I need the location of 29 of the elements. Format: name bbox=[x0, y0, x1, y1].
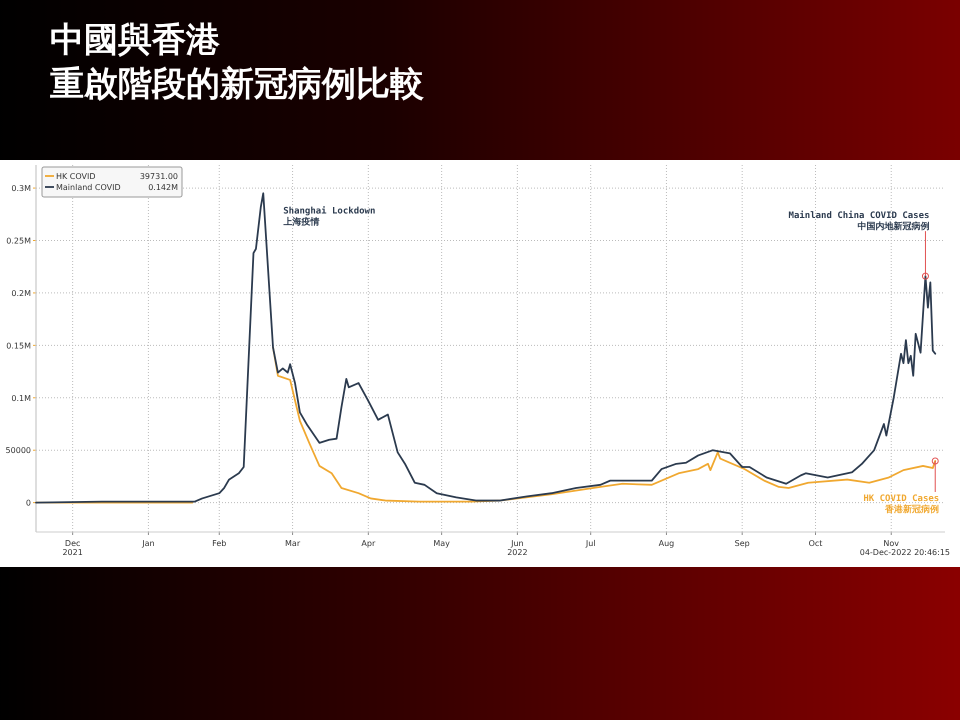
x-tick-label: Dec 2021 bbox=[62, 539, 83, 557]
x-tick-label: Apr bbox=[361, 539, 376, 548]
annotation: Mainland China COVID Cases 中国内地新冠病例 bbox=[788, 210, 930, 232]
chart-title: 中國與香港 bbox=[50, 19, 221, 62]
y-tick-label: 0.3M bbox=[11, 184, 32, 194]
x-tick-label: Oct bbox=[808, 539, 822, 548]
x-tick-label: Jun 2022 bbox=[507, 539, 528, 557]
y-tick-label: 50000 bbox=[6, 446, 31, 456]
y-tick-label: 0.15M bbox=[6, 341, 32, 350]
legend-label: Mainland COVID bbox=[56, 183, 121, 192]
annotation: 0.142M bbox=[148, 183, 178, 192]
annotation: Shanghai Lockdown 上海疫情 bbox=[282, 205, 376, 228]
annotation: 39731.00 bbox=[140, 172, 178, 181]
x-tick-label: Aug bbox=[658, 539, 674, 548]
y-tick-label: 0 bbox=[26, 498, 31, 508]
y-tick-label: 0.2M bbox=[11, 288, 32, 298]
y-tick-label: 0.1M bbox=[11, 394, 32, 403]
x-tick-label: Jan bbox=[141, 539, 155, 548]
legend-label: HK COVID bbox=[56, 172, 96, 181]
y-tick-label: 0.25M bbox=[6, 236, 32, 246]
chart-subtitle: 重啟階段的新冠病例比較 bbox=[50, 63, 424, 106]
text: 04-Dec-2022 20:46:15 bbox=[860, 548, 950, 557]
x-tick-label: Nov bbox=[883, 539, 900, 548]
x-tick-label: Feb bbox=[212, 539, 226, 548]
x-tick-label: Mar bbox=[285, 539, 301, 548]
x-tick-label: May bbox=[433, 539, 450, 548]
x-tick-label: Sep bbox=[734, 539, 750, 548]
annotation: HK COVID Cases 香港新冠病例 bbox=[863, 494, 940, 515]
x-tick-label: Jul bbox=[584, 539, 596, 548]
